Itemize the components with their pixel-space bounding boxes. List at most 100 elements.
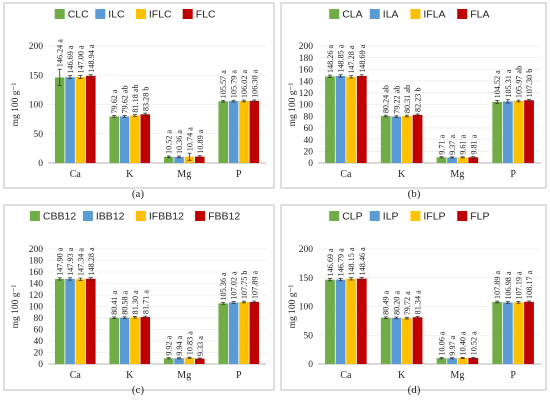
data-label: 107.89 a	[250, 271, 259, 300]
bar	[109, 317, 119, 364]
panel-caption: (c)	[132, 384, 145, 396]
bar	[356, 76, 367, 163]
category-label: K	[398, 370, 406, 381]
data-label: 80.24 ab	[382, 85, 391, 113]
bar	[391, 317, 402, 364]
bar	[335, 279, 346, 364]
data-label: 9.94 a	[175, 335, 184, 355]
data-label: 146.69 a	[326, 248, 335, 277]
bar	[119, 116, 130, 163]
bar	[436, 157, 447, 163]
data-label: 148.69 a	[358, 44, 367, 73]
data-label: 107.89 a	[493, 271, 502, 300]
bar	[195, 156, 205, 163]
bar	[380, 317, 391, 364]
category-label: Ca	[70, 370, 82, 381]
legend-label: FBB12	[208, 211, 240, 223]
bar	[130, 317, 140, 364]
data-label: 80.49 a	[382, 290, 391, 314]
legend-swatch	[457, 211, 468, 221]
category-label: Mg	[450, 169, 464, 180]
data-label: 80.41 a	[110, 290, 119, 314]
data-label: 9.61 a	[459, 134, 468, 154]
y-axis-title: mg 100 g⁻¹	[288, 284, 298, 328]
data-label: 9.97 a	[448, 335, 457, 355]
bar	[218, 303, 228, 364]
data-label: 79.72 a	[403, 291, 412, 315]
legend-label: ILC	[108, 9, 125, 21]
legend-swatch	[410, 9, 421, 19]
category-label: P	[236, 169, 242, 180]
bar	[402, 318, 412, 364]
y-tick-label: 80	[34, 314, 44, 324]
category-label: Mg	[177, 169, 191, 180]
bar	[513, 101, 524, 163]
bar	[109, 116, 119, 163]
bar	[228, 101, 239, 163]
bar	[335, 75, 346, 163]
y-tick-label: 150	[299, 274, 314, 284]
bar	[75, 77, 86, 163]
data-label: 107.30 b	[525, 69, 534, 98]
chart-panel-a: 0 50 100 150 200 mg 100 g⁻¹ Ca 146.24 a 146.69 a…	[3, 2, 275, 189]
bar	[325, 76, 335, 163]
legend-label: CLP	[342, 211, 362, 223]
data-label: 148.26 a	[326, 45, 335, 74]
chart-panel-d: 0 50 100 150 200 mg 100 g⁻¹ Ca 146.69 a 146.79 a…	[280, 204, 547, 391]
bar	[195, 358, 205, 364]
bar	[228, 302, 239, 364]
bar	[356, 278, 367, 364]
bar	[174, 358, 184, 364]
legend-swatch	[54, 9, 65, 19]
data-label: 147.90 a	[56, 247, 65, 276]
legend-label: IFLP	[423, 211, 445, 223]
data-label: 10.06 a	[437, 331, 446, 355]
legend-label: IFLA	[423, 9, 445, 21]
data-label: 82.23 b	[414, 87, 423, 112]
bar	[75, 279, 86, 364]
data-label: 106.02 a	[240, 70, 249, 99]
category-label: Ca	[70, 169, 82, 180]
y-axis-title: mg 100 g⁻¹	[11, 284, 21, 328]
data-label: 10.74 a	[185, 127, 194, 151]
legend-swatch	[135, 9, 146, 19]
bar	[436, 358, 447, 364]
bar	[524, 301, 534, 364]
bar	[239, 302, 249, 364]
y-tick-label: 100	[29, 303, 44, 313]
y-tick-label: 200	[29, 245, 44, 255]
y-tick-label: 80	[304, 112, 314, 122]
y-tick-label: 100	[29, 101, 44, 111]
legend-swatch	[369, 9, 380, 19]
bar	[492, 301, 503, 364]
bar	[119, 317, 130, 364]
bar	[54, 77, 65, 163]
data-label: 146.79 a	[337, 248, 346, 277]
y-tick-label: 50	[34, 130, 44, 140]
data-label: 10.36 a	[175, 130, 184, 154]
category-label: Ca	[340, 370, 352, 381]
data-label: 9.37 a	[448, 135, 457, 155]
data-label: 80.31 ab	[403, 85, 412, 113]
data-label: 81.30 a	[131, 290, 140, 314]
data-label: 9.33 a	[196, 336, 205, 356]
bar	[402, 116, 412, 163]
data-label: 148.85 a	[337, 44, 346, 73]
legend-swatch	[95, 9, 106, 19]
legend-swatch	[82, 211, 93, 221]
bar	[249, 100, 260, 163]
legend-swatch	[329, 211, 340, 221]
y-tick-label: 160	[299, 66, 314, 76]
category-label: K	[398, 169, 406, 180]
bar	[412, 114, 423, 163]
data-label: 147.34 a	[76, 248, 85, 277]
bar	[468, 357, 479, 364]
bar	[513, 302, 524, 364]
bar	[502, 302, 513, 364]
data-label: 105.36 a	[219, 272, 228, 301]
y-tick-label: 0	[308, 159, 313, 169]
category-label: K	[126, 370, 134, 381]
legend-label: ILA	[383, 9, 399, 21]
